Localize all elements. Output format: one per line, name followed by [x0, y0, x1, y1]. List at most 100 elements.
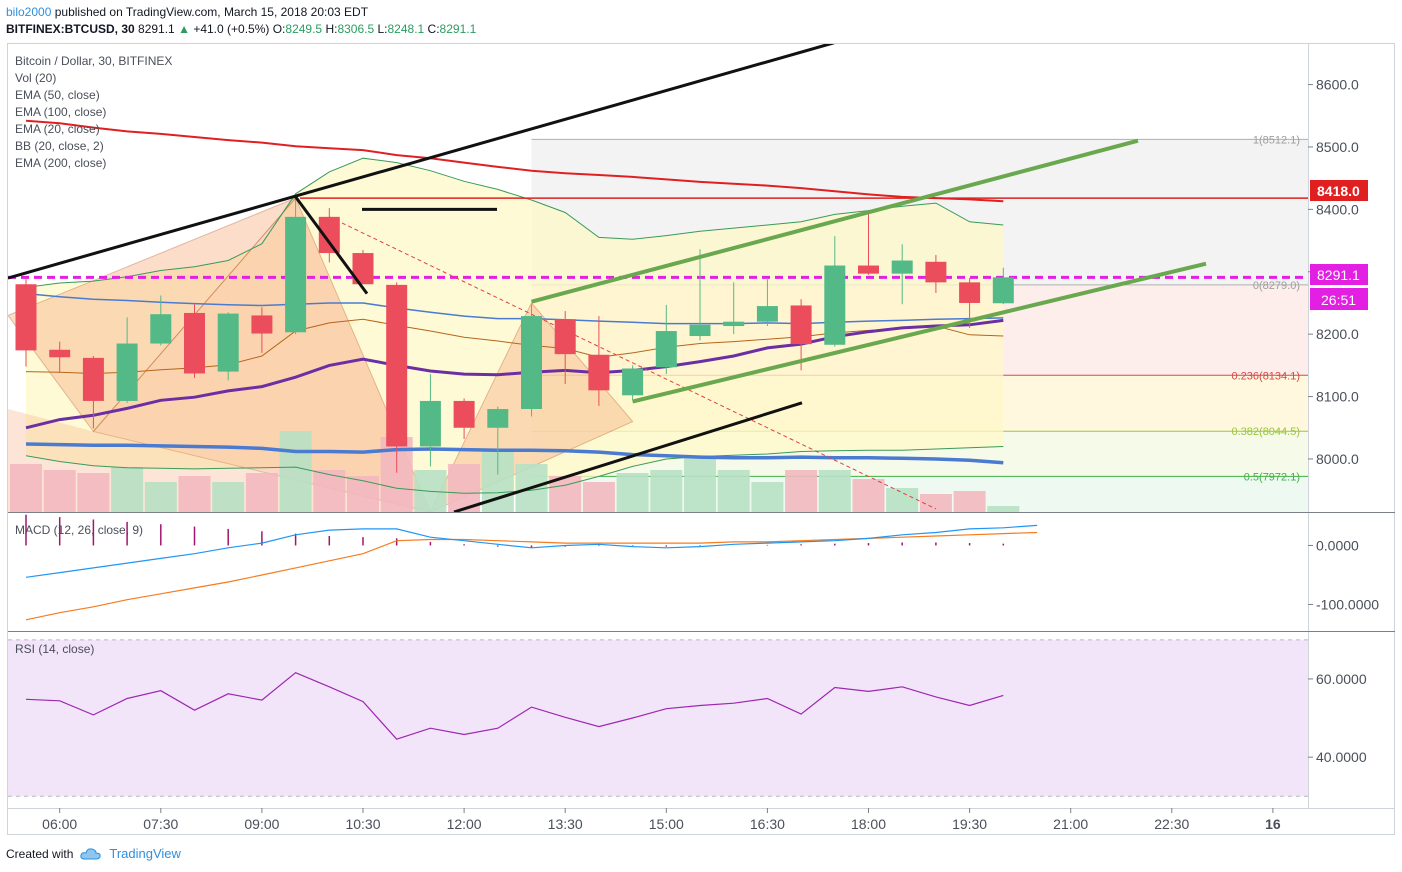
close-label: C: [427, 22, 440, 36]
volume-bar [987, 506, 1020, 512]
volume-bar [178, 476, 211, 512]
legend-ema100: EMA (100, close) [15, 105, 106, 119]
fib-label: 0.236(8134.1) [1232, 370, 1301, 382]
fib-label: 0.5(7972.1) [1244, 471, 1300, 483]
publish-text: published on TradingView.com, March 15, … [54, 5, 369, 19]
close-value: 8291.1 [439, 22, 477, 36]
time-tick-label: 06:00 [42, 816, 77, 832]
candle-body [419, 400, 441, 447]
time-tick-label: 22:30 [1154, 816, 1189, 832]
macd-line [25, 524, 1038, 578]
svg-text:26:51: 26:51 [1321, 292, 1356, 308]
candle-body [891, 260, 913, 274]
candle-body [487, 409, 509, 428]
time-tick-label: 19:30 [952, 816, 987, 832]
publish-info: bilo2000 published on TradingView.com, M… [6, 5, 368, 19]
svg-text:8418.0: 8418.0 [1317, 183, 1360, 199]
price-tick-label: 8600.0 [1316, 77, 1359, 93]
time-tick-label: 16 [1265, 816, 1281, 832]
time-tick-label: 18:00 [851, 816, 886, 832]
bollinger-upper-line [25, 157, 1004, 288]
volume-bar [717, 470, 750, 512]
candle-body [251, 315, 273, 334]
candle-body [689, 324, 711, 337]
price-tick-label: 8200.0 [1316, 326, 1359, 342]
candle-body [992, 277, 1014, 304]
volume-bar [751, 482, 784, 512]
rsi-tick-label: 40.0000 [1316, 749, 1367, 765]
chart-frame [7, 43, 1395, 835]
macd-label: MACD (12, 26, close, 9) [15, 523, 143, 537]
candle-body [49, 349, 71, 358]
legend-symbol: Bitcoin / Dollar, 30, BITFINEX [15, 54, 172, 68]
candle-body [116, 343, 138, 401]
macd-tick-label: 0.0000 [1316, 537, 1359, 553]
candle-body [756, 306, 778, 322]
volume-bar [650, 470, 683, 512]
time-tick-label: 15:00 [649, 816, 684, 832]
candle-body [184, 312, 205, 374]
volume-bar [616, 473, 649, 512]
volume-bar [919, 494, 952, 512]
candle-body [217, 313, 239, 372]
volume-bar [953, 491, 986, 512]
volume-bar [212, 482, 245, 512]
volume-bar [684, 458, 716, 512]
volume-bar [785, 470, 818, 512]
high-label: H: [325, 22, 338, 36]
low-label: L: [377, 22, 388, 36]
time-tick-label: 12:00 [447, 816, 482, 832]
candle-body [554, 319, 576, 355]
candle-body [925, 261, 947, 283]
volume-bar [582, 482, 615, 512]
price-change: +41.0 (+0.5%) [193, 22, 270, 36]
time-tick-label: 09:00 [244, 816, 279, 832]
volume-bar [279, 431, 312, 512]
volume-bar [77, 473, 110, 512]
open-value: 8249.5 [285, 22, 323, 36]
level-8418-label: 8418.0 [1310, 180, 1368, 201]
green-channel-lower [632, 261, 1207, 404]
dashed-trend-line [329, 216, 937, 510]
time-tick-label: 10:30 [345, 816, 380, 832]
time-tick-label: 13:30 [548, 816, 583, 832]
black-support-line [453, 401, 803, 512]
volume-bar [144, 482, 177, 512]
price-tick-label: 8400.0 [1316, 201, 1359, 217]
time-tick-label: 21:00 [1053, 816, 1088, 832]
black-trend-line [8, 44, 835, 280]
candle-body [622, 368, 644, 396]
volume-bar [245, 473, 278, 512]
volume-bar [818, 470, 851, 512]
rsi-tick-label: 60.0000 [1316, 671, 1367, 687]
candle-body [15, 284, 37, 351]
tradingview-cloud-icon [80, 847, 102, 859]
legend-ema50: EMA (50, close) [15, 88, 100, 102]
rsi-band [8, 639, 1308, 797]
countdown-label: 26:51 [1310, 288, 1368, 310]
candle-body [655, 331, 677, 368]
price-tick-label: 8000.0 [1316, 451, 1359, 467]
candle-body [318, 216, 340, 254]
last-price-label: 8291.1 [1310, 264, 1368, 285]
candle-body [824, 265, 846, 345]
created-with-text: Created with [6, 846, 74, 861]
time-tick-label: 16:30 [750, 816, 785, 832]
volume-bar [347, 476, 379, 512]
tradingview-brand[interactable]: TradingView [109, 846, 181, 861]
price-tick-label: 8500.0 [1316, 139, 1359, 155]
symbol-name: BITFINEX:BTCUSD, 30 [6, 22, 135, 36]
author-link[interactable]: bilo2000 [6, 5, 52, 19]
candle-body [521, 316, 542, 410]
rsi-line [25, 672, 1004, 740]
legend-ema20: EMA (20, close) [15, 122, 100, 136]
candle-body [150, 314, 172, 344]
legend-ema200: EMA (200, close) [15, 156, 106, 170]
candle-body [453, 400, 475, 428]
low-value: 8248.1 [387, 22, 425, 36]
volume-bar [43, 470, 76, 512]
candle-body [959, 282, 981, 303]
svg-text:8291.1: 8291.1 [1317, 267, 1360, 283]
up-arrow-icon: ▲ [178, 22, 190, 36]
